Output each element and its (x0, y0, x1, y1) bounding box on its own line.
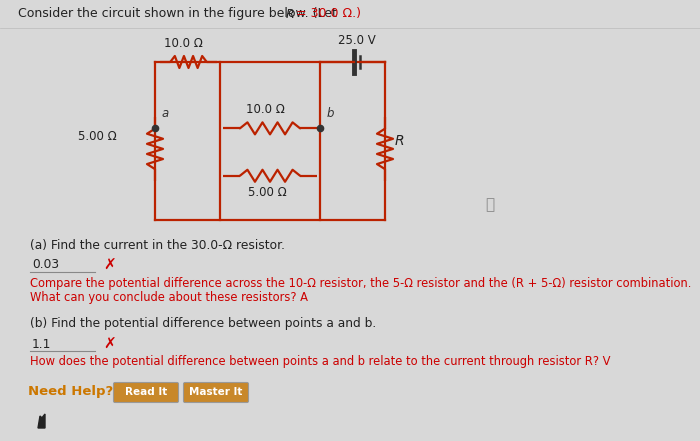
Text: 0.03: 0.03 (32, 258, 59, 272)
Text: 5.00 Ω: 5.00 Ω (78, 130, 117, 142)
Text: ✗: ✗ (104, 258, 116, 273)
Text: 10.0 Ω: 10.0 Ω (246, 103, 284, 116)
FancyBboxPatch shape (183, 382, 248, 403)
Text: R: R (395, 134, 405, 148)
Text: = 30.0 Ω.): = 30.0 Ω.) (292, 7, 360, 20)
Text: Consider the circuit shown in the figure below. (Let: Consider the circuit shown in the figure… (18, 7, 341, 20)
Text: Compare the potential difference across the 10-Ω resistor, the 5-Ω resistor and : Compare the potential difference across … (30, 277, 692, 289)
Text: (b) Find the potential difference between points a and b.: (b) Find the potential difference betwee… (30, 318, 377, 330)
Text: 5.00 Ω: 5.00 Ω (248, 186, 286, 199)
Text: ⓘ: ⓘ (485, 198, 495, 213)
Text: Master It: Master It (189, 387, 243, 397)
Text: What can you conclude about these resistors? A: What can you conclude about these resist… (30, 292, 308, 304)
Text: (a) Find the current in the 30.0-Ω resistor.: (a) Find the current in the 30.0-Ω resis… (30, 239, 285, 251)
Text: ✗: ✗ (104, 336, 116, 351)
Text: 1.1: 1.1 (32, 337, 51, 351)
Text: Need Help?: Need Help? (28, 385, 113, 399)
Text: Read It: Read It (125, 387, 167, 397)
Text: 10.0 Ω: 10.0 Ω (164, 37, 203, 50)
FancyBboxPatch shape (113, 382, 178, 403)
Polygon shape (38, 414, 45, 428)
Text: R: R (286, 7, 294, 20)
Text: How does the potential difference between points a and b relate to the current t: How does the potential difference betwee… (30, 355, 610, 369)
Text: 25.0 V: 25.0 V (337, 34, 375, 47)
Text: a: a (162, 107, 169, 120)
Text: b: b (327, 107, 335, 120)
